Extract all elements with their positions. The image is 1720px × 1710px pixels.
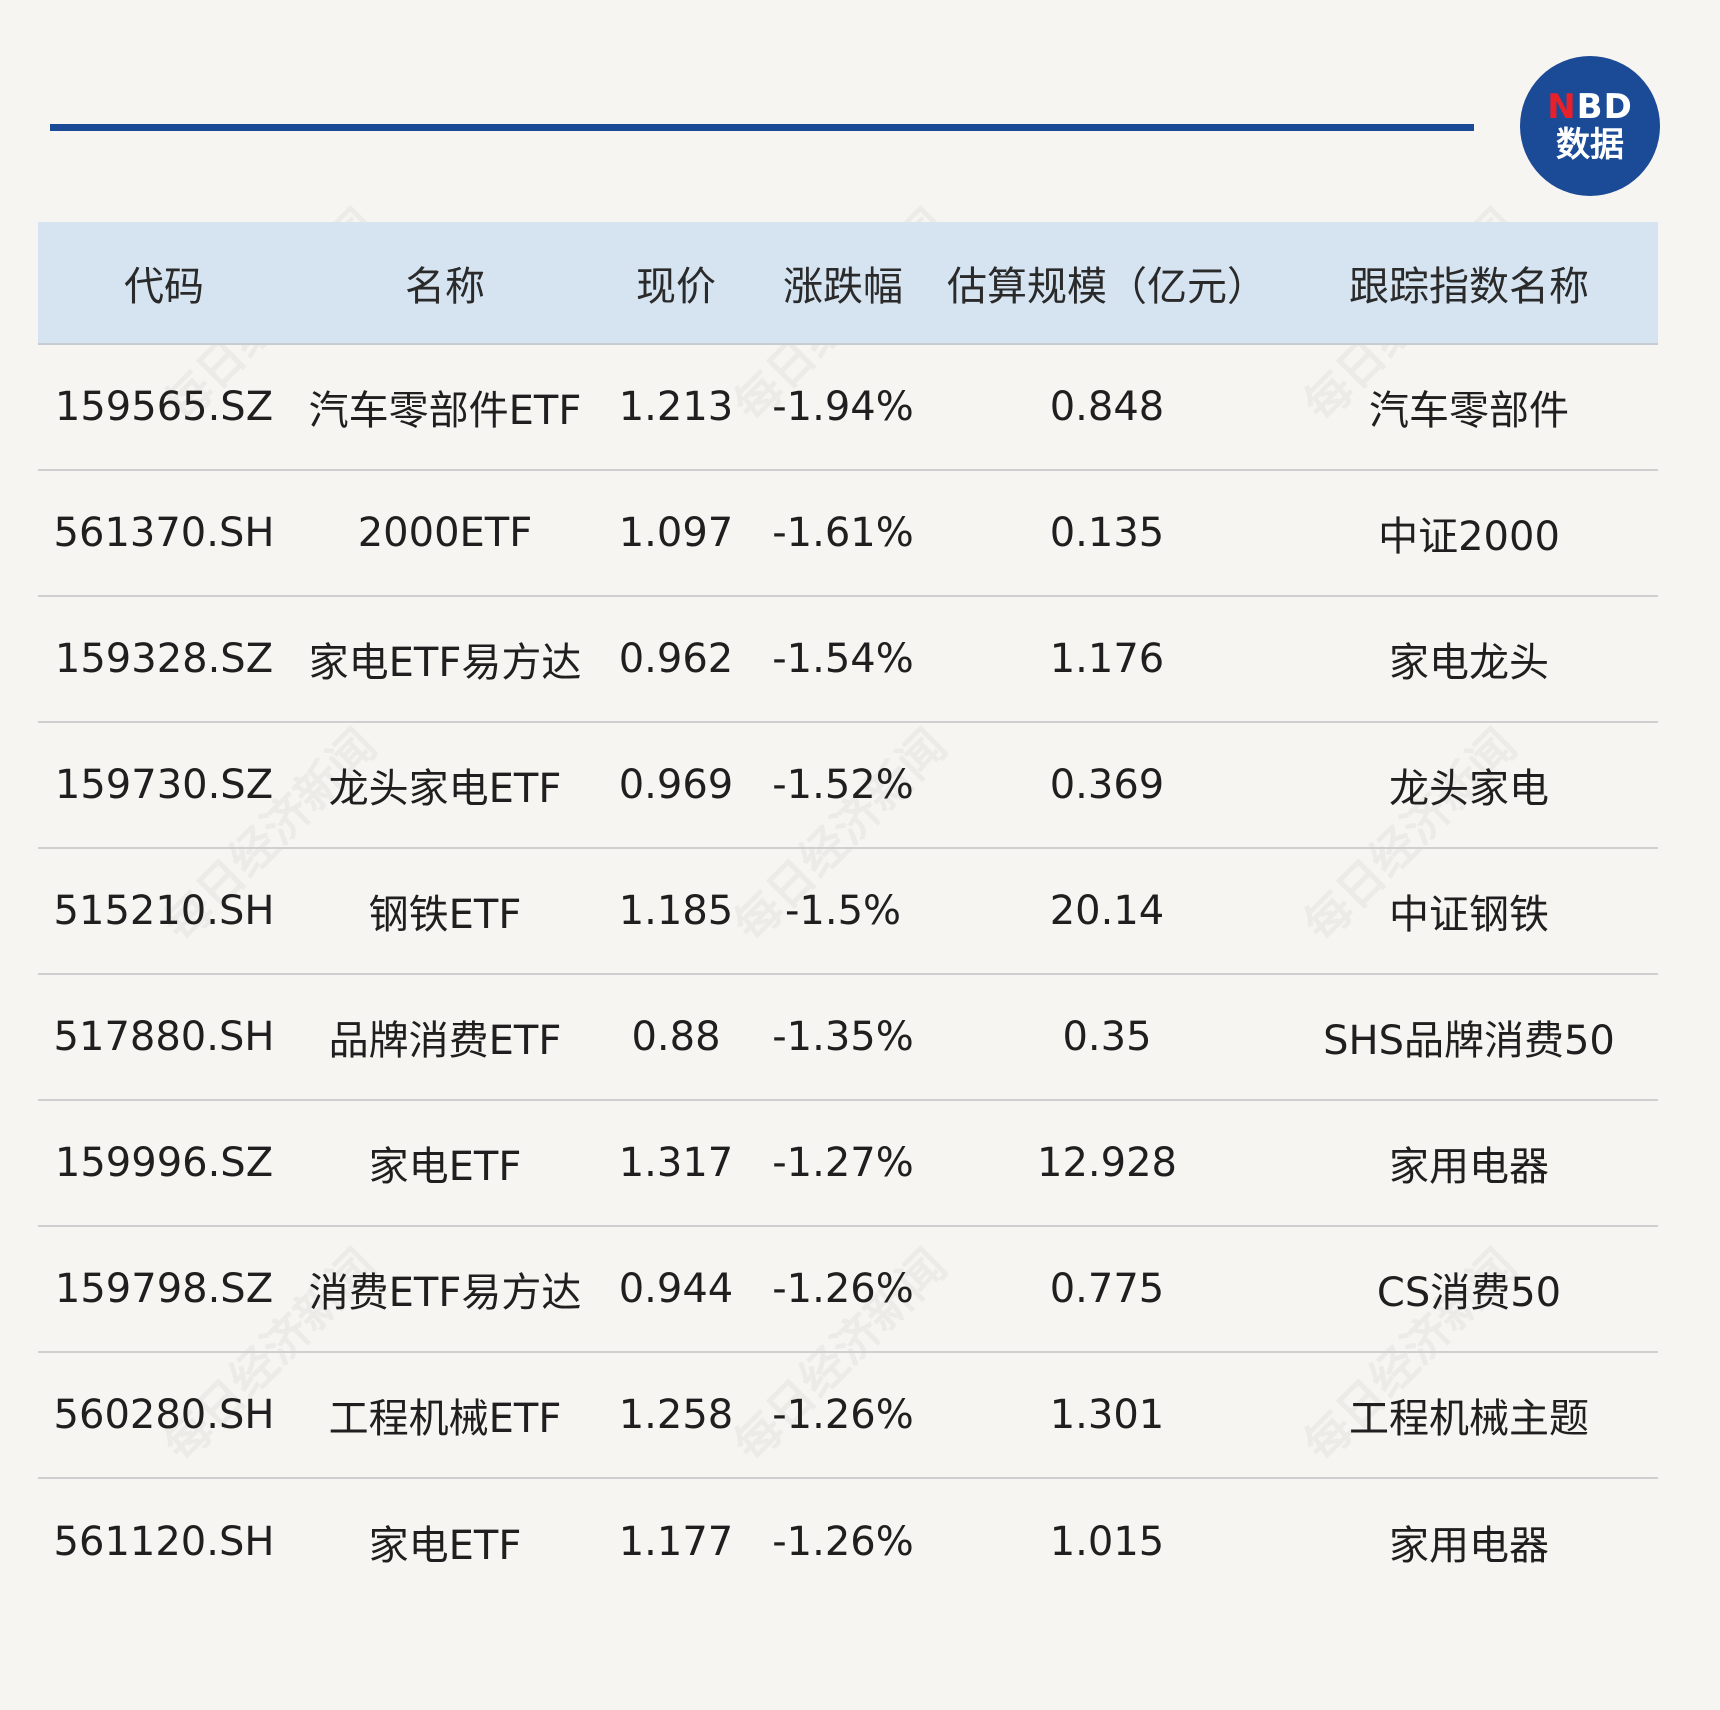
table-row: 561370.SH 2000ETF 1.097 -1.61% 0.135 中证2… xyxy=(38,471,1658,597)
header-price: 现价 xyxy=(636,263,716,310)
cell-price: 0.969 xyxy=(618,762,734,808)
cell-change: -1.5% xyxy=(784,888,902,934)
cell-change: -1.52% xyxy=(772,762,914,808)
cell-index: 中证2000 xyxy=(1378,514,1560,560)
cell-change: -1.61% xyxy=(772,510,914,556)
table-row: 515210.SH 钢铁ETF 1.185 -1.5% 20.14 中证钢铁 xyxy=(38,849,1658,975)
cell-scale: 0.775 xyxy=(1049,1266,1165,1312)
cell-index: 家用电器 xyxy=(1389,1523,1549,1569)
cell-name: 家电ETF xyxy=(368,1523,522,1569)
cell-scale: 0.369 xyxy=(1049,762,1165,808)
cell-name: 龙头家电ETF xyxy=(328,766,562,812)
cell-code: 159565.SZ xyxy=(54,384,274,430)
nbd-data-logo: NBD 数据 xyxy=(1520,56,1660,196)
cell-index: 家电龙头 xyxy=(1389,640,1549,686)
cell-scale: 1.176 xyxy=(1049,636,1165,682)
cell-index: 中证钢铁 xyxy=(1389,892,1549,938)
table-header: 代码 名称 现价 涨跌幅 估算规模（亿元） 跟踪指数名称 xyxy=(38,222,1658,345)
cell-code: 515210.SH xyxy=(53,888,275,934)
cell-scale: 1.301 xyxy=(1049,1392,1165,1438)
cell-name: 品牌消费ETF xyxy=(328,1018,562,1064)
cell-code: 561120.SH xyxy=(53,1519,275,1565)
cell-change: -1.54% xyxy=(772,636,914,682)
etf-table: 代码 名称 现价 涨跌幅 估算规模（亿元） 跟踪指数名称 159565.SZ 汽… xyxy=(38,222,1658,1605)
top-rule xyxy=(50,124,1474,131)
cell-price: 1.317 xyxy=(618,1140,734,1186)
header-change: 涨跌幅 xyxy=(783,263,903,310)
header-code: 代码 xyxy=(124,263,204,310)
cell-price: 1.213 xyxy=(618,384,734,430)
cell-index: 汽车零部件 xyxy=(1369,388,1569,434)
table-row: 560280.SH 工程机械ETF 1.258 -1.26% 1.301 工程机… xyxy=(38,1353,1658,1479)
cell-code: 159996.SZ xyxy=(54,1140,274,1186)
table-row: 159730.SZ 龙头家电ETF 0.969 -1.52% 0.369 龙头家… xyxy=(38,723,1658,849)
cell-name: 家电ETF xyxy=(368,1144,522,1190)
table-row: 159565.SZ 汽车零部件ETF 1.213 -1.94% 0.848 汽车… xyxy=(38,345,1658,471)
cell-scale: 0.848 xyxy=(1049,384,1165,430)
cell-code: 159328.SZ xyxy=(54,636,274,682)
cell-scale: 0.135 xyxy=(1049,510,1165,556)
header-name: 名称 xyxy=(405,263,485,310)
cell-price: 1.097 xyxy=(618,510,734,556)
table-row: 517880.SH 品牌消费ETF 0.88 -1.35% 0.35 SHS品牌… xyxy=(38,975,1658,1101)
table-row: 159328.SZ 家电ETF易方达 0.962 -1.54% 1.176 家电… xyxy=(38,597,1658,723)
cell-name: 家电ETF易方达 xyxy=(308,640,582,686)
cell-price: 1.185 xyxy=(618,888,734,934)
header-index: 跟踪指数名称 xyxy=(1349,263,1589,310)
cell-index: CS消费50 xyxy=(1376,1270,1562,1316)
cell-price: 1.258 xyxy=(618,1392,734,1438)
logo-line2: 数据 xyxy=(1556,125,1624,165)
cell-scale: 1.015 xyxy=(1049,1519,1165,1565)
cell-scale: 12.928 xyxy=(1037,1140,1177,1186)
logo-n: N xyxy=(1547,87,1577,127)
cell-name: 消费ETF易方达 xyxy=(308,1270,582,1316)
cell-code: 159798.SZ xyxy=(54,1266,274,1312)
cell-change: -1.26% xyxy=(772,1266,914,1312)
cell-change: -1.94% xyxy=(772,384,914,430)
cell-index: SHS品牌消费50 xyxy=(1323,1018,1615,1064)
cell-name: 汽车零部件ETF xyxy=(308,388,582,434)
cell-price: 0.962 xyxy=(618,636,734,682)
cell-price: 1.177 xyxy=(618,1519,734,1565)
table-row: 561120.SH 家电ETF 1.177 -1.26% 1.015 家用电器 xyxy=(38,1479,1658,1605)
cell-change: -1.35% xyxy=(772,1014,914,1060)
cell-scale: 0.35 xyxy=(1062,1014,1152,1060)
cell-index: 工程机械主题 xyxy=(1349,1396,1589,1442)
cell-name: 钢铁ETF xyxy=(368,892,522,938)
cell-code: 560280.SH xyxy=(53,1392,275,1438)
table-row: 159996.SZ 家电ETF 1.317 -1.27% 12.928 家用电器 xyxy=(38,1101,1658,1227)
cell-scale: 20.14 xyxy=(1049,888,1165,934)
cell-change: -1.27% xyxy=(772,1140,914,1186)
cell-index: 龙头家电 xyxy=(1389,766,1549,812)
cell-index: 家用电器 xyxy=(1389,1144,1549,1190)
cell-code: 517880.SH xyxy=(53,1014,275,1060)
header-scale: 估算规模（亿元） xyxy=(947,263,1267,310)
cell-name: 工程机械ETF xyxy=(328,1396,562,1442)
logo-bd: BD xyxy=(1576,87,1633,127)
cell-name: 2000ETF xyxy=(357,510,533,556)
cell-price: 0.88 xyxy=(631,1014,721,1060)
cell-code: 159730.SZ xyxy=(54,762,274,808)
table-row: 159798.SZ 消费ETF易方达 0.944 -1.26% 0.775 CS… xyxy=(38,1227,1658,1353)
cell-change: -1.26% xyxy=(772,1392,914,1438)
cell-change: -1.26% xyxy=(772,1519,914,1565)
logo-line1: NBD xyxy=(1547,90,1633,124)
cell-code: 561370.SH xyxy=(53,510,275,556)
cell-price: 0.944 xyxy=(618,1266,734,1312)
